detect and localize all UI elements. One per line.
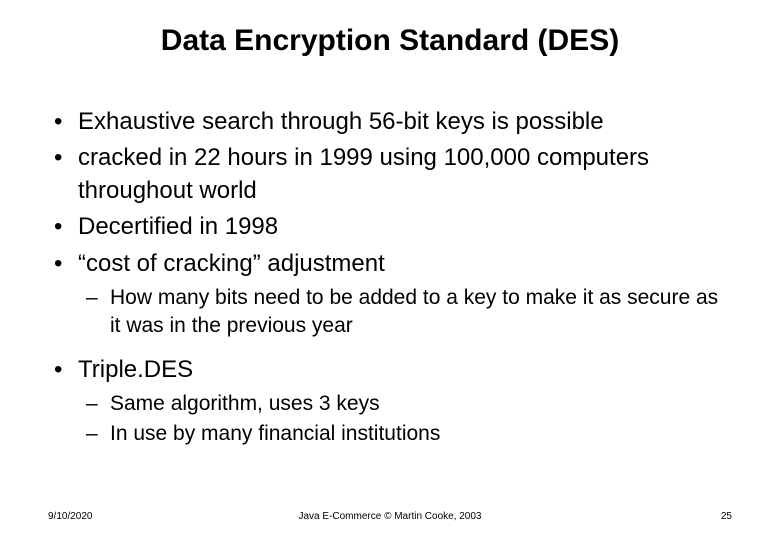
footer: 9/10/2020 Java E-Commerce © Martin Cooke… xyxy=(0,511,780,522)
bullet-list: Triple.DES Same algorithm, uses 3 keys I… xyxy=(48,354,732,448)
bullet-l2: Same algorithm, uses 3 keys xyxy=(48,390,732,418)
bullet-l1: cracked in 22 hours in 1999 using 100,00… xyxy=(48,142,732,207)
bullet-l1: “cost of cracking” adjustment xyxy=(48,248,732,280)
slide-title: Data Encryption Standard (DES) xyxy=(48,24,732,58)
bullet-l2: In use by many financial institutions xyxy=(48,420,732,448)
bullet-list: Exhaustive search through 56-bit keys is… xyxy=(48,106,732,340)
footer-center: Java E-Commerce © Martin Cooke, 2003 xyxy=(0,511,780,522)
footer-page-number: 25 xyxy=(721,511,732,522)
spacer xyxy=(48,342,732,354)
bullet-l2: How many bits need to be added to a key … xyxy=(48,284,732,340)
slide: Data Encryption Standard (DES) Exhaustiv… xyxy=(0,0,780,540)
bullet-l1: Triple.DES xyxy=(48,354,732,386)
bullet-l1: Exhaustive search through 56-bit keys is… xyxy=(48,106,732,138)
bullet-l1: Decertified in 1998 xyxy=(48,211,732,243)
